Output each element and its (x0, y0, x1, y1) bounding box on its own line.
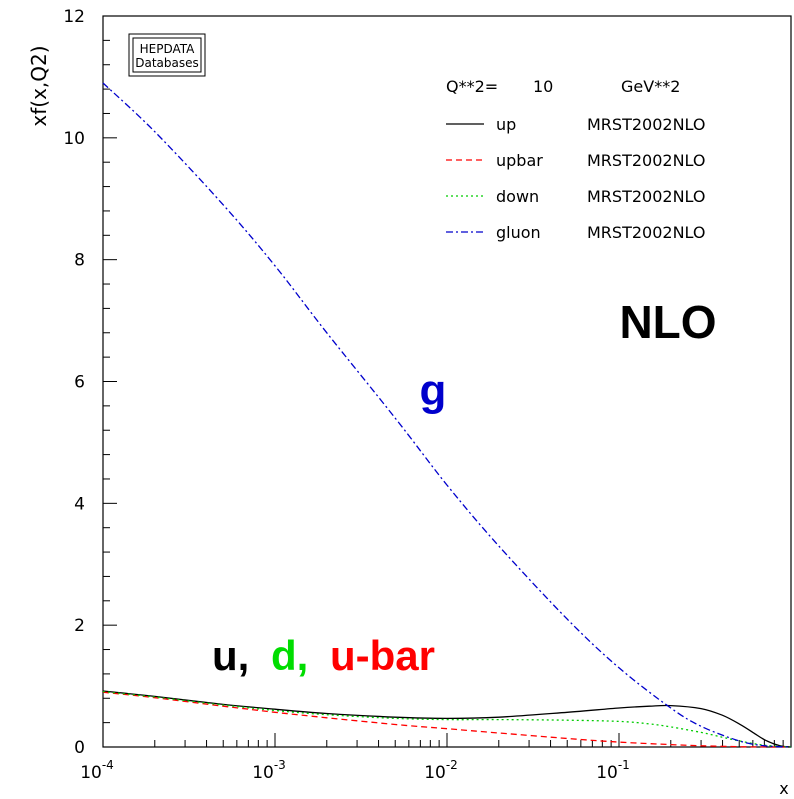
legend-label-up: up (496, 115, 516, 134)
annotation-u: u, (212, 632, 249, 679)
annotation-d: d, (271, 632, 308, 679)
series-line-gluon (102, 82, 792, 748)
legend-set-upbar: MRST2002NLO (587, 151, 705, 170)
legend-set-gluon: MRST2002NLO (587, 223, 705, 242)
y-axis-ticks: 0 2 4 6 8 10 12 (63, 7, 117, 758)
legend-q2-value: 10 (533, 77, 553, 96)
hepdata-logo: HEPDATA Databases (128, 33, 206, 77)
annotation-u-d-ubar: u, d, u-bar (212, 632, 435, 679)
logo-line1: HEPDATA (140, 42, 196, 56)
y-tick-label: 6 (74, 373, 85, 393)
legend-label-gluon: gluon (496, 223, 541, 242)
legend-header: Q**2= 10 GeV**2 (446, 77, 680, 96)
y-tick-label: 0 (74, 738, 85, 758)
y-axis-label: xf(x,Q2) (27, 45, 51, 126)
x-tick-label: 10-1 (596, 758, 630, 783)
x-axis-label: x (779, 779, 788, 798)
annotation-ubar: u-bar (330, 632, 435, 679)
legend-label-upbar: upbar (496, 151, 543, 170)
logo-line2: Databases (135, 56, 199, 70)
y-tick-label: 10 (63, 129, 85, 149)
legend-set-up: MRST2002NLO (587, 115, 705, 134)
legend-q2-unit: GeV**2 (621, 77, 680, 96)
series-line-up (102, 690, 792, 748)
annotation-g: g (420, 366, 447, 415)
series-line-down (102, 690, 792, 748)
legend-q2-label: Q**2= (446, 77, 498, 96)
x-tick-label: 10-3 (252, 758, 286, 783)
series-line-upbar (102, 691, 792, 748)
legend-label-down: down (496, 187, 539, 206)
y-tick-label: 4 (74, 494, 85, 514)
curves (102, 82, 792, 748)
y-tick-label: 8 (74, 251, 85, 271)
legend-set-down: MRST2002NLO (587, 187, 705, 206)
x-tick-label: 10-4 (80, 758, 114, 783)
y-tick-label: 2 (74, 616, 85, 636)
annotation-nlo: NLO (619, 296, 716, 348)
y-tick-label: 12 (63, 7, 85, 27)
legend: up MRST2002NLO upbar MRST2002NLO down MRST200… (446, 115, 705, 242)
x-tick-label: 10-2 (424, 758, 458, 783)
x-axis-ticks: 10-4 10-3 10-2 10-1 (80, 733, 784, 783)
